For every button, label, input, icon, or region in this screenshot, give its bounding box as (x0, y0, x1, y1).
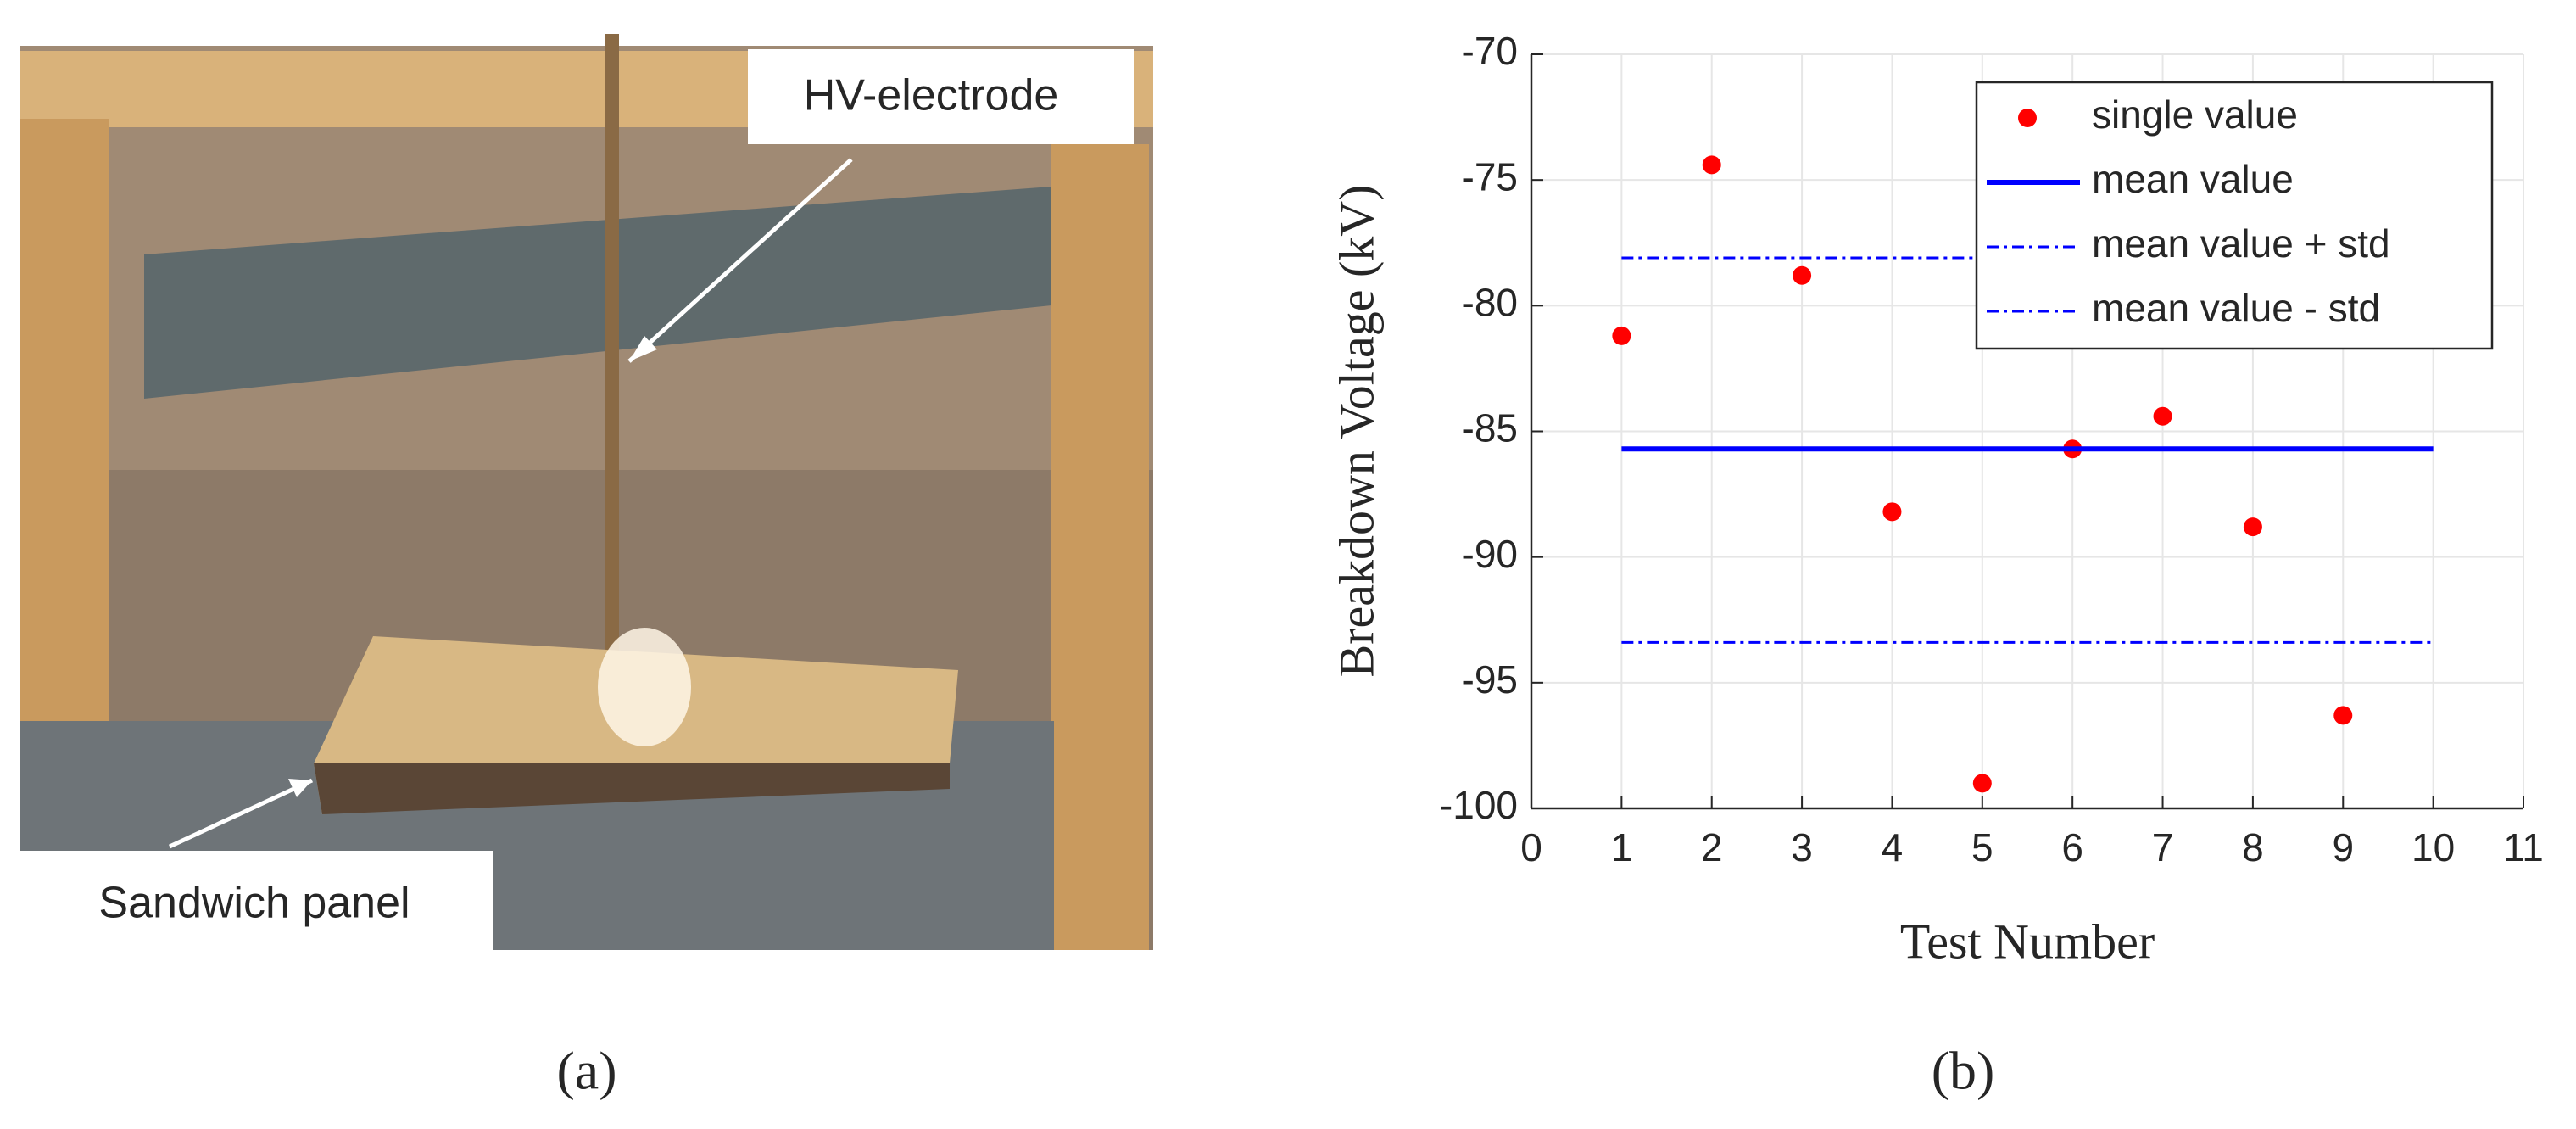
photo-label: Sandwich panel (98, 879, 410, 928)
photo-frame-right (1051, 144, 1149, 950)
data-point (2333, 706, 2353, 725)
x-tick-label: 1 (1611, 825, 1633, 869)
x-axis-label: Test Number (1900, 914, 2155, 969)
photo: HV-electrode Sandwich panel (20, 34, 1153, 950)
x-tick-label: 4 (1882, 825, 1904, 869)
data-point (1702, 155, 1721, 175)
x-tick-label: 7 (2152, 825, 2174, 869)
x-tick-label: 0 (1520, 825, 1542, 869)
data-point (1882, 502, 1902, 522)
data-point (1793, 265, 1812, 285)
x-tick-label: 2 (1701, 825, 1723, 869)
data-point (1972, 774, 1992, 793)
photo-label: HV-electrode (804, 71, 1059, 120)
label-box (748, 49, 1134, 144)
arrow-head (288, 779, 312, 797)
data-point (2243, 517, 2262, 537)
y-tick-label: -90 (1462, 532, 1518, 576)
y-axis-label: Breakdown Voltage (kV) (1329, 185, 1384, 678)
y-tick-label: -80 (1462, 280, 1518, 324)
y-tick-label: -75 (1462, 154, 1518, 198)
panel-label: (b) (1932, 1041, 1995, 1101)
legend-label: mean value + std (2092, 221, 2390, 265)
photo-panel-edge (314, 763, 950, 814)
x-tick-label: 10 (2412, 825, 2455, 869)
label-box (20, 851, 493, 950)
x-tick-label: 9 (2332, 825, 2354, 869)
legend-label: mean value - std (2092, 286, 2380, 330)
legend-label: mean value (2092, 157, 2294, 201)
x-tick-label: 8 (2242, 825, 2264, 869)
x-tick-label: 3 (1791, 825, 1813, 869)
data-point (1612, 326, 1631, 345)
photo-arc (598, 628, 691, 746)
legend-marker (2018, 109, 2037, 127)
legend-box (1975, 81, 2494, 350)
photo-beam (144, 187, 1051, 399)
data-point (2153, 406, 2172, 426)
plot: 0 1 2 3 4 5 6 7 8 9 10 11 -100 -95 -90 -85 -80 -75 -70 sing… (1440, 29, 2544, 869)
photo-rod (605, 34, 619, 679)
x-tick-label: 5 (1971, 825, 1993, 869)
legend-label: single value (2092, 92, 2298, 137)
y-tick-label: -85 (1462, 406, 1518, 450)
y-tick-label: -100 (1440, 783, 1518, 827)
y-tick-label: -70 (1462, 29, 1518, 73)
arrow (168, 778, 314, 849)
arrow (627, 158, 853, 363)
y-tick-label: -95 (1462, 657, 1518, 701)
x-tick-label: 11 (2503, 825, 2544, 869)
panel-label: (a) (556, 1041, 616, 1101)
arrow-head (629, 336, 657, 361)
x-tick-label: 6 (2061, 825, 2083, 869)
